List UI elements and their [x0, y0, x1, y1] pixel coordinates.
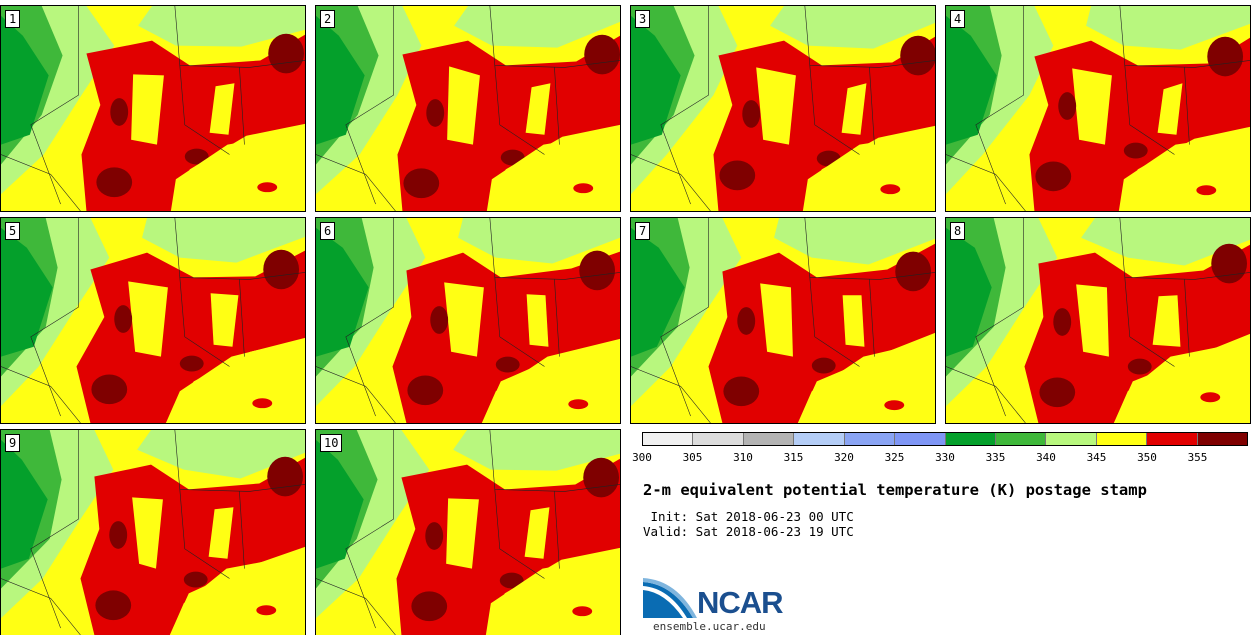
member-number: 7 [635, 222, 651, 240]
colorbar-swatch [895, 433, 946, 445]
ncar-logo-icon [643, 578, 697, 618]
colorbar-tick-label: 315 [783, 451, 804, 464]
ensemble-member-panel-10: 10 [315, 429, 621, 635]
colorbar-swatch [945, 433, 996, 445]
ensemble-member-panel-1: 1 [0, 5, 306, 212]
ensemble-member-panel-9: 9 [0, 429, 306, 635]
chart-title: 2-m equivalent potential temperature (K)… [643, 481, 1147, 499]
colorbar-swatch [643, 433, 694, 445]
theta-e-map [631, 218, 935, 423]
colorbar-tick-label: 340 [1036, 451, 1056, 464]
theta-e-map [946, 6, 1250, 211]
theta-e-map [316, 430, 620, 635]
colorbar-tick-label: 355 [1187, 451, 1208, 464]
theta-e-map [1, 430, 305, 635]
member-number: 2 [320, 10, 336, 28]
colorbar-tick-label: 300 [632, 451, 652, 464]
member-number: 6 [320, 222, 336, 240]
logo-text: NCAR [697, 585, 784, 620]
ensemble-member-panel-6: 6 [315, 217, 621, 424]
colorbar [642, 432, 1248, 446]
ensemble-member-panel-3: 3 [630, 5, 936, 212]
member-number: 9 [5, 434, 21, 452]
valid-time: Valid: Sat 2018-06-23 19 UTC [643, 524, 854, 539]
colorbar-swatch [1147, 433, 1198, 445]
theta-e-map [316, 6, 620, 211]
colorbar-tick-label: 310 [733, 451, 753, 464]
colorbar-swatch [1096, 433, 1148, 445]
ensemble-member-panel-8: 8 [945, 217, 1251, 424]
ensemble-member-panel-5: 5 [0, 217, 306, 424]
colorbar-swatch [743, 433, 795, 445]
theta-e-map [1, 6, 305, 211]
ensemble-member-panel-7: 7 [630, 217, 936, 424]
colorbar-swatch [794, 433, 845, 445]
member-number: 1 [5, 10, 21, 28]
ensemble-member-panel-4: 4 [945, 5, 1251, 212]
colorbar-tick-label: 345 [1086, 451, 1107, 464]
ensemble-member-panel-2: 2 [315, 5, 621, 212]
colorbar-tick-label: 325 [884, 451, 905, 464]
member-number: 5 [5, 222, 21, 240]
colorbar-swatch [693, 433, 744, 445]
colorbar-ticks: 300 305 310 315 320 325 330 335 340 345 350 355 [632, 451, 1248, 467]
logo-url: ensemble.ucar.edu [653, 620, 766, 633]
colorbar-swatch [995, 433, 1047, 445]
colorbar-tick-label: 320 [834, 451, 854, 464]
theta-e-map [631, 6, 935, 211]
init-time: Init: Sat 2018-06-23 00 UTC [643, 509, 854, 524]
member-number: 8 [950, 222, 966, 240]
member-number: 3 [635, 10, 651, 28]
theta-e-map [1, 218, 305, 423]
colorbar-swatch [1046, 433, 1097, 445]
colorbar-tick-label: 305 [682, 451, 703, 464]
member-number: 4 [950, 10, 966, 28]
colorbar-tick-label: 330 [935, 451, 955, 464]
colorbar-tick-label: 350 [1137, 451, 1157, 464]
colorbar-tick-label: 335 [985, 451, 1006, 464]
theta-e-map [946, 218, 1250, 423]
theta-e-map [316, 218, 620, 423]
member-number: 10 [320, 434, 343, 452]
colorbar-swatch [844, 433, 896, 445]
colorbar-swatch [1197, 433, 1248, 445]
